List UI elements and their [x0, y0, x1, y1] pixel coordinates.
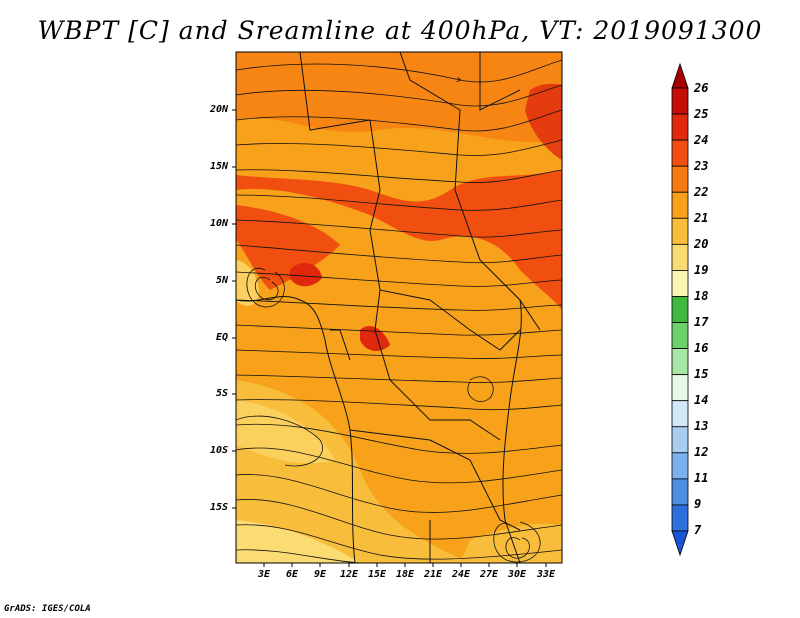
field-19-south [236, 520, 360, 563]
lat-label-15n: 15N [209, 161, 228, 172]
colorbar-cell [671, 191, 689, 219]
lon-label-3e: 3E [257, 569, 271, 580]
colorbar-cell [671, 270, 689, 297]
lon-label-24e: 24E [451, 569, 471, 580]
colorbar-cell [671, 139, 689, 167]
colorbar-label-9: 9 [694, 497, 702, 511]
lat-label-eq: EQ [215, 332, 228, 343]
colorbar-cell [671, 322, 689, 349]
colorbar-label-11: 11 [694, 471, 709, 485]
colorbar-label-18: 18 [694, 289, 709, 303]
lat-label-10s: 10S [209, 445, 228, 456]
colorbar-cell [671, 87, 689, 115]
colorbar-label-21: 21 [694, 211, 709, 225]
colorbar-label-15: 15 [694, 367, 709, 381]
colorbar-top-arrow [671, 62, 689, 89]
lon-label-12e: 12E [339, 569, 359, 580]
grads-credit: GrADS: IGES/COLA [4, 604, 91, 614]
lon-label-18e: 18E [395, 569, 415, 580]
lon-label-33e: 33E [536, 569, 556, 580]
colorbar-cell [671, 113, 689, 141]
colorbar-cell [671, 426, 689, 454]
lon-label-30e: 30E [507, 569, 527, 580]
colorbar-label-26: 26 [694, 81, 709, 95]
colorbar-label-22: 22 [694, 185, 709, 199]
lon-label-9e: 9E [313, 569, 327, 580]
colorbar-label-16: 16 [694, 341, 709, 355]
streamlines [236, 59, 562, 563]
lat-label-20n: 20N [209, 104, 228, 115]
field-24-center [360, 325, 390, 352]
colorbar-label-12: 12 [694, 445, 709, 459]
colorbar-cell [671, 374, 689, 402]
colorbar-bottom-arrow [671, 530, 689, 557]
lon-label-6e: 6E [285, 569, 299, 580]
lat-label-10n: 10N [209, 218, 228, 229]
colorbar-label-19: 19 [694, 263, 709, 277]
lon-label-27e: 27E [479, 569, 499, 580]
colorbar-cell [671, 243, 689, 271]
colorbar-label-13: 13 [694, 419, 709, 433]
colorbar-label-14: 14 [694, 393, 709, 407]
colorbar-label-20: 20 [694, 237, 709, 251]
field-24-west [290, 263, 322, 287]
lon-label-21e: 21E [423, 569, 443, 580]
colorbar-label-17: 17 [694, 315, 709, 329]
lat-label-5n: 5N [215, 275, 228, 286]
lat-label-15s: 15S [209, 502, 228, 513]
field-19-west [236, 260, 259, 306]
colorbar-cell [671, 217, 689, 245]
field-24-northeast [525, 83, 562, 160]
colorbar-cell [671, 452, 689, 480]
field-23-band [236, 170, 562, 310]
colorbar-cell [671, 296, 689, 323]
colorbar-cell [671, 478, 689, 506]
colorbar-cell [671, 400, 689, 428]
colorbar-label-25: 25 [694, 107, 709, 121]
map-frame [235, 51, 563, 564]
map-area [236, 52, 562, 563]
colorbar-cell [671, 348, 689, 376]
colorbar-cell [671, 504, 689, 532]
colorbar-label-24: 24 [694, 133, 709, 147]
colorbar-label-23: 23 [694, 159, 709, 173]
colorbar-label-7: 7 [694, 523, 702, 537]
colorbar [671, 62, 689, 557]
lat-label-5s: 5S [215, 388, 228, 399]
lon-label-15e: 15E [367, 569, 387, 580]
axis-ticks [232, 109, 547, 567]
colorbar-cell [671, 165, 689, 193]
chart-title: WBPT [C] and Sreamline at 400hPa, VT: 20… [37, 16, 763, 45]
